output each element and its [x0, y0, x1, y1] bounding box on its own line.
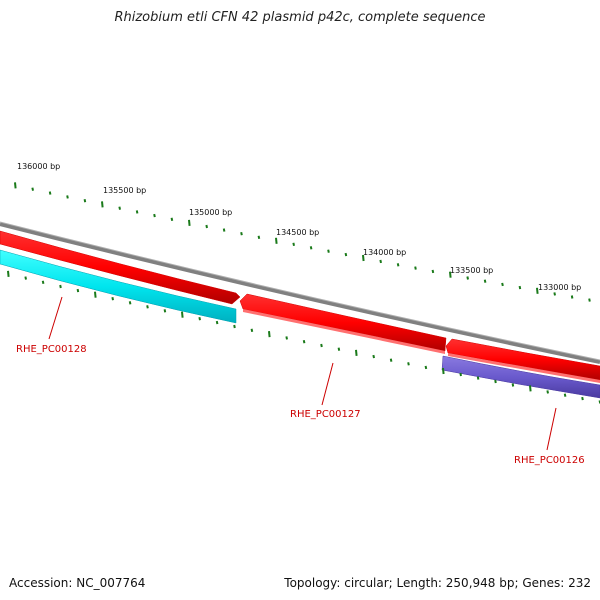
ruler-tick-lower-major [94, 291, 97, 298]
ruler-tick-upper-minor [379, 259, 382, 264]
plasmid-backbone [0, 222, 600, 364]
ruler-tick-lower-minor [163, 309, 167, 313]
ruler-tick-upper-minor [414, 266, 417, 270]
ruler-tick-upper-minor [483, 279, 487, 283]
ruler-tick-upper-minor [205, 224, 208, 229]
ruler-tick-lower-minor [302, 340, 306, 344]
ruler-tick-lower-minor [459, 372, 462, 377]
ruler-tick-upper-minor [31, 187, 34, 191]
gene-label-rhe-pc00128[interactable]: RHE_PC00128 [16, 344, 87, 355]
ruler-tick-upper-minor [570, 295, 574, 299]
ruler-tick-upper-major [188, 219, 191, 226]
ruler-tick-upper-minor [466, 276, 469, 280]
leader-line-rhe-pc00126 [546, 407, 557, 451]
ruler-tick-upper-major [362, 254, 365, 262]
ruler-label-136000: 136000 bp [17, 162, 60, 171]
ruler-tick-upper-minor [83, 199, 87, 203]
ruler-tick-lower-major [529, 385, 532, 392]
ruler-tick-lower-minor [389, 358, 393, 362]
ruler-label-133000: 133000 bp [538, 283, 581, 292]
ruler-tick-lower-minor [581, 396, 584, 401]
ruler-tick-upper-minor [170, 217, 174, 221]
ruler-label-133500: 133500 bp [450, 266, 493, 275]
ruler-tick-lower-minor [563, 393, 567, 397]
ruler-tick-upper-minor [135, 210, 139, 214]
ruler-tick-lower-minor [233, 324, 236, 329]
ruler-tick-upper-minor [222, 228, 226, 232]
gene-arrow-forward-right[interactable] [445, 338, 600, 381]
ruler-tick-lower-minor [128, 301, 132, 305]
ruler-tick-lower-minor [250, 328, 254, 332]
sequence-summary: Topology: circular; Length: 250,948 bp; … [284, 576, 591, 590]
ruler-tick-upper-minor [553, 292, 556, 296]
ruler-tick-lower-minor [407, 362, 410, 366]
ruler-tick-lower-minor [215, 320, 219, 325]
ruler-tick-upper-minor [396, 263, 400, 267]
ruler-label-134500: 134500 bp [276, 228, 319, 237]
ruler-tick-upper-major [101, 201, 104, 208]
gene-arrow-rhe-pc00126[interactable] [441, 355, 600, 399]
ruler-tick-upper-minor [327, 249, 330, 253]
map-title: Rhizobium etli CFN 42 plasmid p42c, comp… [114, 10, 486, 25]
gene-label-rhe-pc00126[interactable]: RHE_PC00126 [514, 455, 585, 466]
gene-arrow-forward-left[interactable] [0, 230, 241, 305]
leader-line-rhe-pc00128 [48, 296, 63, 340]
ruler-tick-upper-minor [292, 242, 295, 246]
ruler-tick-lower-minor [424, 365, 428, 370]
ruler-tick-upper-minor [257, 235, 261, 239]
ruler-tick-lower-major [355, 349, 358, 356]
gene-label-rhe-pc00127[interactable]: RHE_PC00127 [290, 409, 361, 420]
ruler-ticks-lower [7, 270, 600, 404]
ruler-tick-lower-minor [146, 305, 149, 309]
ruler-tick-upper-minor [344, 252, 348, 257]
ruler-tick-lower-minor [511, 383, 515, 387]
accession-label: Accession: NC_007764 [9, 576, 146, 590]
ruler-tick-upper-minor [66, 195, 69, 199]
ruler-tick-lower-major [268, 331, 271, 338]
ruler-tick-upper-minor [309, 246, 313, 250]
ruler-tick-upper-minor [501, 282, 504, 287]
ruler-tick-upper-minor [48, 191, 52, 195]
ruler-label-135000: 135000 bp [189, 208, 232, 217]
ruler-ticks-upper [14, 182, 591, 302]
ruler-tick-upper-minor [588, 298, 591, 302]
ruler-tick-lower-minor [24, 276, 27, 280]
ruler-tick-lower-minor [59, 284, 62, 289]
ruler-tick-upper-minor [431, 269, 435, 274]
ruler-tick-lower-minor [337, 347, 341, 351]
ruler-tick-lower-minor [198, 317, 201, 321]
ruler-labels: 136000 bp 135500 bp 135000 bp 134500 bp … [17, 162, 581, 292]
ruler-tick-lower-minor [320, 343, 323, 348]
ruler-tick-upper-major [14, 182, 17, 189]
ruler-label-134000: 134000 bp [363, 248, 406, 257]
ruler-tick-upper-major [275, 237, 278, 244]
ruler-tick-upper-major [449, 271, 452, 278]
ruler-tick-lower-major [7, 270, 10, 277]
ruler-tick-lower-minor [546, 390, 549, 394]
ruler-tick-lower-minor [494, 379, 497, 384]
ruler-tick-lower-minor [111, 297, 114, 301]
ruler-tick-upper-minor [240, 232, 243, 236]
ruler-tick-lower-major [181, 311, 184, 318]
ruler-tick-lower-major [442, 367, 445, 375]
gene-arrow-rhe-pc00128[interactable] [0, 249, 237, 324]
ruler-tick-lower-minor [285, 336, 288, 340]
ruler-tick-upper-minor [118, 206, 121, 210]
ruler-tick-lower-minor [41, 280, 45, 284]
ruler-label-135500: 135500 bp [103, 186, 146, 195]
ruler-tick-lower-minor [476, 376, 480, 380]
leader-line-rhe-pc00127 [321, 362, 334, 406]
ruler-tick-lower-minor [372, 354, 375, 359]
ruler-tick-upper-minor [153, 213, 156, 218]
ruler-tick-upper-minor [518, 285, 522, 290]
ruler-tick-lower-minor [76, 288, 80, 293]
ruler-tick-upper-major [536, 287, 539, 294]
